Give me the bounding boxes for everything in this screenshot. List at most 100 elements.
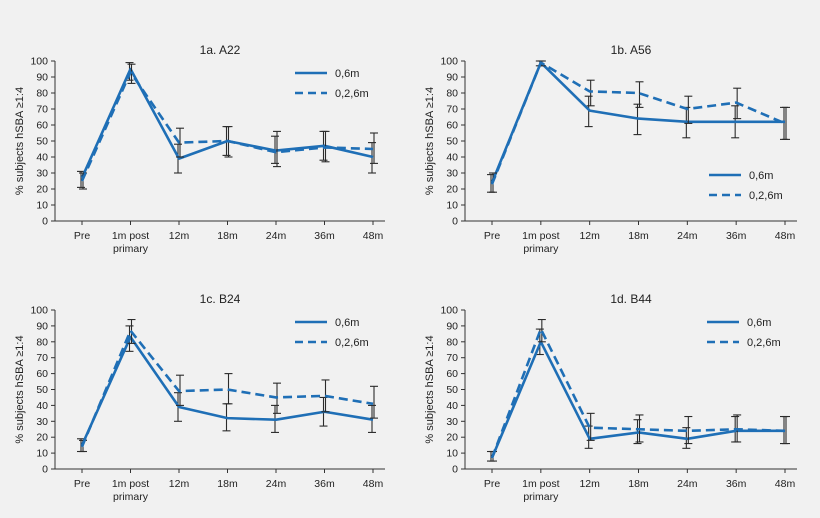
x-tick-label: 36m: [314, 478, 335, 490]
y-tick-label: 90: [446, 320, 458, 332]
y-tick-label: 0: [452, 216, 458, 228]
x-tick-label-line: 48m: [363, 478, 384, 490]
y-tick-label: 70: [446, 104, 458, 116]
error-bar: [370, 385, 378, 419]
y-axis-label: % subjects hSBA ≥1:4: [424, 335, 436, 443]
x-tick-label-line: 36m: [314, 478, 335, 490]
y-tick-label: 40: [446, 152, 458, 164]
x-tick-label: 12m: [579, 478, 600, 490]
x-tick-label-line: 24m: [677, 230, 698, 242]
x-tick-label: Pre: [484, 478, 501, 490]
x-tick-label: 12m: [169, 478, 190, 490]
y-tick-label: 10: [446, 200, 458, 212]
x-tick-label-line: 12m: [579, 478, 600, 490]
x-tick-label: 36m: [726, 230, 747, 242]
chart-title: 1b. A56: [611, 43, 652, 57]
x-tick-label: 36m: [314, 230, 335, 242]
legend: 0,6m 0,2,6m: [295, 317, 369, 349]
x-tick-label: 24m: [677, 478, 698, 490]
x-tick-label-line: 12m: [169, 478, 190, 490]
x-tick-label-line: Pre: [484, 230, 501, 242]
y-tick-label: 30: [446, 168, 458, 180]
y-tick-label: 50: [36, 384, 48, 396]
x-tick-label: Pre: [74, 230, 91, 242]
y-tick-label: 80: [446, 336, 458, 348]
chart-title: 1a. A22: [200, 43, 241, 57]
x-tick-label-line: primary: [113, 491, 149, 503]
chart-panel-4: 1d. B44 0 10 20 30 40 50 60 70 80 90 100 Pre 1m post p…: [424, 292, 797, 503]
y-tick-label: 90: [36, 72, 48, 84]
x-tick-label-line: 12m: [169, 230, 190, 242]
legend-label: 0,2,6m: [335, 337, 369, 349]
y-tick-label: 20: [446, 432, 458, 444]
y-tick-label: 30: [36, 168, 48, 180]
chart-panel-2: 1b. A56 0 10 20 30 40 50 60 70 80 90 100 Pre 1m post p…: [424, 43, 797, 255]
y-tick-label: 70: [36, 352, 48, 364]
y-tick-label: 10: [36, 448, 48, 460]
error-bar: [370, 132, 378, 164]
x-tick-label-line: Pre: [484, 478, 501, 490]
legend-label: 0,2,6m: [335, 88, 369, 100]
y-tick-label: 100: [30, 56, 48, 68]
y-tick-label: 60: [36, 120, 48, 132]
error-bar: [782, 415, 790, 445]
legend: 0,6m 0,2,6m: [709, 170, 783, 202]
x-tick-label: 36m: [726, 478, 747, 490]
y-tick-label: 30: [36, 416, 48, 428]
legend-label: 0,2,6m: [749, 190, 783, 202]
y-tick-label: 40: [36, 400, 48, 412]
y-tick-label: 0: [452, 464, 458, 476]
x-tick-label: Pre: [74, 478, 91, 490]
y-tick-label: 80: [36, 88, 48, 100]
error-bar: [127, 63, 136, 84]
legend-label: 0,2,6m: [747, 337, 781, 349]
x-tick-label: 12m: [169, 230, 190, 242]
error-bar: [684, 415, 693, 445]
x-tick-label-line: 18m: [217, 478, 238, 490]
x-tick-label-line: 48m: [775, 478, 796, 490]
y-tick-label: 60: [36, 368, 48, 380]
x-tick-label-line: 36m: [726, 230, 747, 242]
x-tick-label-line: Pre: [74, 478, 91, 490]
y-tick-label: 60: [446, 368, 458, 380]
legend-label: 0,6m: [335, 68, 359, 80]
x-tick-label-line: 24m: [266, 478, 287, 490]
y-tick-label: 100: [440, 56, 458, 68]
y-tick-label: 70: [446, 352, 458, 364]
x-tick-label: 24m: [266, 478, 287, 490]
x-tick-label-line: 18m: [217, 230, 238, 242]
error-bar: [176, 127, 184, 158]
x-tick-label: 48m: [363, 230, 384, 242]
x-tick-label-line: primary: [523, 491, 559, 503]
x-tick-label: 1m post primary: [522, 478, 559, 503]
y-tick-label: 10: [446, 448, 458, 460]
y-tick-label: 20: [36, 432, 48, 444]
error-bar: [273, 130, 281, 168]
y-tick-label: 30: [446, 416, 458, 428]
x-tick-label: 1m post primary: [112, 478, 149, 503]
legend: 0,6m 0,2,6m: [707, 317, 781, 349]
x-tick-label-line: 24m: [266, 230, 287, 242]
x-tick-label: 12m: [579, 230, 600, 242]
x-tick-label-line: 1m post: [522, 230, 559, 242]
y-axis-label: % subjects hSBA ≥1:4: [14, 335, 26, 443]
legend-label: 0,6m: [335, 317, 359, 329]
x-tick-label-line: 1m post: [112, 230, 149, 242]
legend-label: 0,6m: [749, 170, 773, 182]
x-tick-label: 18m: [628, 478, 649, 490]
x-tick-label: Pre: [484, 230, 501, 242]
x-tick-label: 48m: [363, 478, 384, 490]
x-tick-label-line: 36m: [314, 230, 335, 242]
x-tick-label: 24m: [677, 230, 698, 242]
error-bar: [537, 318, 546, 343]
x-tick-label: 18m: [628, 230, 649, 242]
x-tick-label-line: primary: [113, 243, 149, 255]
y-tick-label: 100: [30, 305, 48, 317]
y-tick-label: 100: [440, 305, 458, 317]
x-tick-label-line: 36m: [726, 478, 747, 490]
x-tick-label-line: 24m: [677, 478, 698, 490]
x-tick-label-line: primary: [523, 243, 559, 255]
chart-title: 1d. B44: [610, 292, 652, 306]
x-tick-label: 1m post primary: [522, 230, 559, 255]
